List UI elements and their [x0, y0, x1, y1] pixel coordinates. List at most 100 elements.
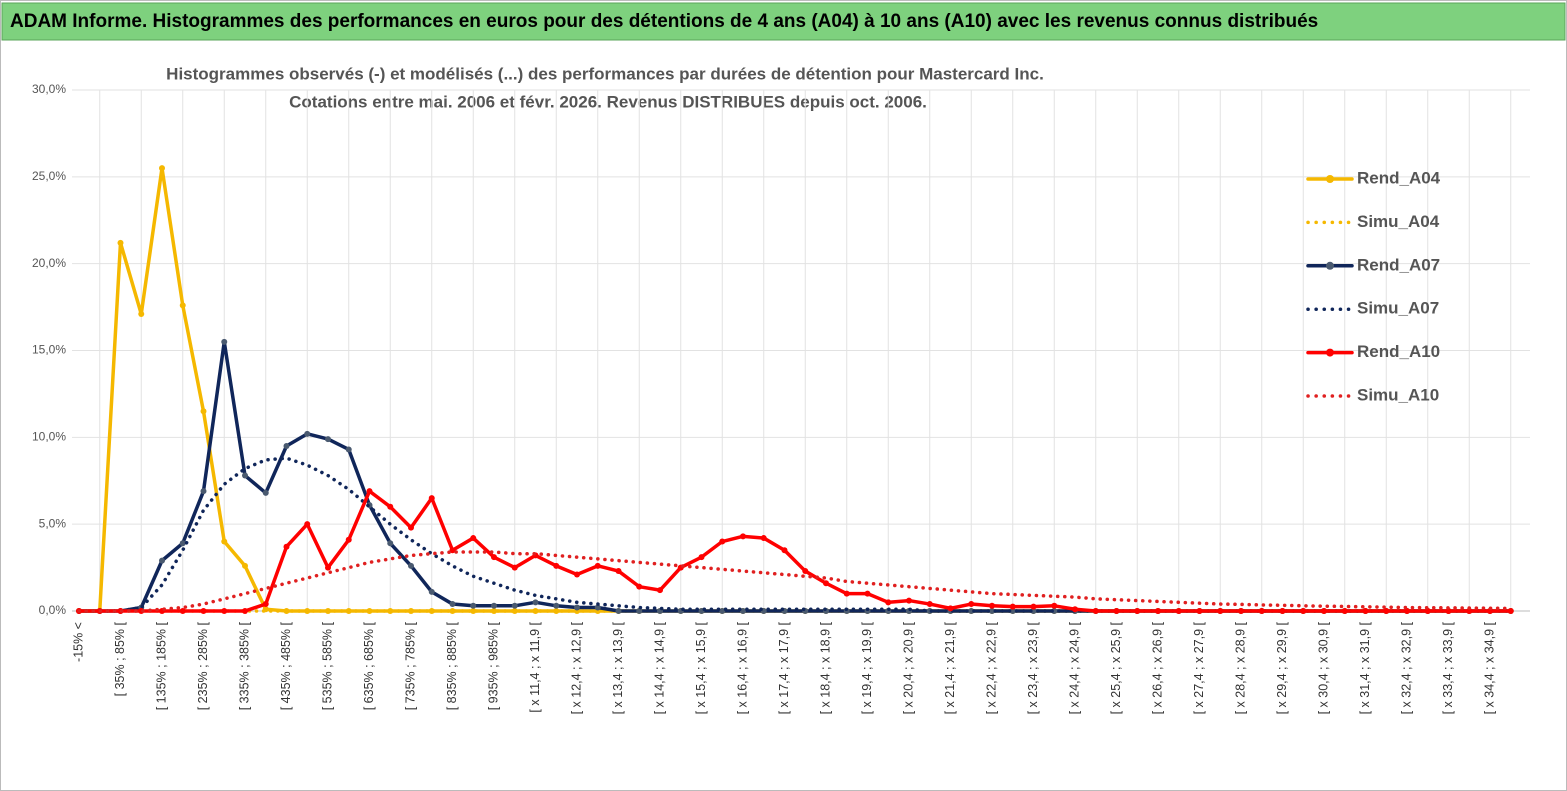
x-tick-label: [ 735% ; 785% [ [403, 621, 417, 710]
point [304, 430, 311, 437]
legend-label: Rend_A10 [1357, 342, 1440, 361]
point [387, 503, 394, 510]
point [719, 608, 726, 614]
point [1321, 608, 1327, 614]
y-tick-label: 10,0% [32, 430, 66, 444]
point [1009, 608, 1016, 614]
point [989, 602, 995, 609]
x-tick-label: [ 835% ; 885% [ [445, 621, 459, 710]
point [221, 338, 228, 345]
point [283, 443, 290, 450]
point [242, 608, 248, 614]
x-tick-label: [ x 14,4 ; x 14,9 [ [652, 621, 666, 714]
point [491, 554, 497, 561]
x-tick-label: [ x 12,4 ; x 12,9 [ [569, 621, 583, 714]
point [449, 601, 456, 608]
point [1258, 608, 1265, 614]
y-tick-label: 5,0% [39, 516, 67, 530]
point [325, 436, 331, 443]
point [636, 583, 643, 590]
point [1030, 608, 1037, 614]
point [491, 602, 497, 609]
x-tick-label: [ x 21,4 ; x 21,9 [ [943, 621, 957, 714]
x-tick-label: [ x 34,4 ; x 34,9 [ [1482, 621, 1496, 714]
point [345, 446, 352, 453]
point [1113, 608, 1120, 614]
point [242, 562, 248, 569]
point [989, 608, 995, 614]
x-tick-label: [ x 32,4 ; x 32,9 [ [1399, 621, 1413, 714]
point [1217, 608, 1224, 614]
point [1175, 608, 1182, 614]
point [449, 547, 456, 554]
point [117, 239, 124, 246]
x-tick-label: [ x 15,4 ; x 15,9 [ [694, 621, 708, 714]
x-tick-label: [ 35% ; 85% [ [113, 621, 127, 696]
legend-marker [1326, 261, 1334, 270]
y-tick-label: 25,0% [32, 169, 66, 183]
legend-label: Simu_A10 [1357, 385, 1439, 404]
point [594, 562, 601, 569]
x-tick-label: [ x 22,4 ; x 22,9 [ [984, 621, 998, 714]
header-band [1, 2, 1566, 41]
legend-marker [1326, 175, 1334, 183]
x-tick-label: [ x 28,4 ; x 28,9 [ [1233, 621, 1247, 714]
point [553, 562, 560, 569]
x-tick-label: [ 135% ; 185% [ [154, 621, 168, 710]
x-tick-label: [ x 20,4 ; x 20,9 [ [901, 621, 915, 714]
point [179, 302, 186, 309]
legend-marker [1326, 348, 1334, 357]
point [968, 601, 975, 608]
x-tick-label: [ x 18,4 ; x 18,9 [ [818, 621, 832, 714]
legend-label: Simu_A04 [1357, 212, 1440, 231]
x-tick-label: [ x 17,4 ; x 17,9 [ [777, 621, 791, 714]
point [428, 495, 435, 502]
x-tick-label: [ 935% ; 985% [ [486, 621, 500, 710]
x-tick-label: [ 235% ; 285% [ [196, 621, 210, 710]
point [221, 608, 228, 614]
point [594, 604, 601, 611]
point [449, 608, 456, 614]
point [1009, 603, 1016, 610]
y-tick-label: 0,0% [39, 603, 67, 617]
x-tick-label: [ x 29,4 ; x 29,9 [ [1275, 621, 1289, 714]
x-tick-label: [ x 30,4 ; x 30,9 [ [1316, 621, 1330, 714]
point [345, 536, 352, 543]
point [179, 608, 186, 614]
point [428, 588, 435, 595]
point [511, 564, 518, 571]
point [657, 587, 663, 594]
y-tick-label: 20,0% [32, 256, 66, 270]
point [1466, 608, 1473, 614]
point [1072, 606, 1078, 613]
point [885, 599, 892, 606]
point [843, 590, 850, 597]
point [740, 533, 746, 540]
legend-label: Rend_A07 [1357, 255, 1440, 274]
x-tick-label: [ x 16,4 ; x 16,9 [ [735, 621, 749, 714]
model-line [77, 550, 1513, 613]
point [1300, 608, 1307, 614]
point [636, 608, 643, 614]
point [1279, 608, 1286, 614]
point [387, 540, 394, 547]
point [760, 535, 767, 542]
x-tick-label: [ x 19,4 ; x 19,9 [ [860, 621, 874, 714]
point [1030, 603, 1037, 610]
point [325, 564, 331, 571]
point [906, 597, 912, 604]
point [947, 605, 954, 612]
point [200, 608, 207, 614]
point [262, 601, 269, 608]
chart-subtitle: Cotations entre mai. 2006 et févr. 2026.… [289, 92, 927, 111]
point [1051, 602, 1058, 609]
point [698, 554, 705, 561]
point [408, 562, 414, 569]
x-tick-label: [ 435% ; 485% [ [279, 621, 293, 710]
y-tick-label: 15,0% [32, 343, 66, 357]
legend-label: Rend_A04 [1357, 168, 1441, 187]
point [262, 489, 269, 496]
point [719, 538, 726, 545]
point [574, 604, 580, 611]
